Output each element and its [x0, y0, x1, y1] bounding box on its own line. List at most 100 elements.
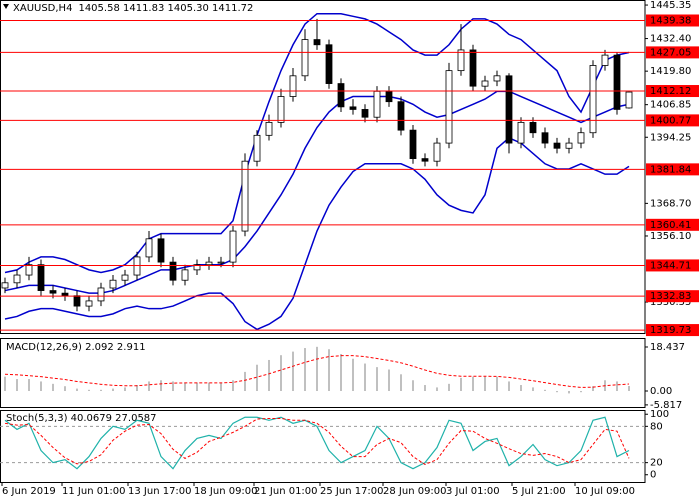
macd-bar [124, 387, 126, 392]
y-tick-label: 20 [650, 458, 663, 469]
macd-bar [412, 380, 414, 392]
level-label: 1427.05 [650, 47, 691, 58]
x-tick-label: 11 Jun 01:00 [62, 486, 126, 497]
macd-bar [436, 387, 438, 392]
k-line [4, 416, 630, 470]
level-label-box [646, 290, 699, 303]
macd-bar [616, 381, 618, 392]
macd-bar [256, 364, 258, 392]
candle-body [121, 274, 129, 281]
level-label: 1439.38 [650, 15, 691, 26]
y-tick-label: 0.00 [650, 386, 672, 397]
macd-bar [172, 381, 174, 392]
y-tick-label: 1419.80 [650, 66, 691, 77]
macd-bar [220, 382, 222, 392]
y-tick-label: 1432.40 [650, 34, 691, 45]
y-tick-label: 18.437 [650, 342, 685, 353]
candle-body [625, 91, 633, 109]
ohlc: 1405.58 1411.83 1405.30 1411.72 [78, 3, 253, 14]
macd-bar [484, 376, 486, 392]
candle-body [145, 238, 153, 258]
chart-title: XAUUSD,H4 1405.58 1411.83 1405.30 1411.72 [13, 3, 253, 14]
candle-body [505, 75, 513, 144]
candle-body [493, 75, 501, 82]
y-tick-label: 80 [650, 421, 663, 432]
x-tick-label: 25 Jun 17:00 [320, 486, 384, 497]
macd-bar [292, 351, 294, 392]
macd-bar [496, 376, 498, 392]
macd-bar [148, 381, 150, 392]
macd-bar [316, 346, 318, 392]
macd-bar [208, 382, 210, 392]
macd-bar [280, 355, 282, 392]
candle-body [169, 261, 177, 281]
x-tick-label: 13 Jun 17:00 [128, 486, 192, 497]
candle-body [73, 295, 81, 307]
panel-frame [0, 338, 646, 408]
candle-body [217, 261, 225, 264]
candle-body [373, 90, 381, 118]
panel-frame [0, 0, 646, 334]
candle-body [49, 290, 57, 294]
level-label-box [646, 85, 699, 98]
candle-body [61, 292, 69, 297]
candle-body [553, 142, 561, 149]
macd-bar [520, 385, 522, 392]
macd-bar [544, 389, 546, 392]
band-middle [4, 90, 630, 294]
y-tick-label: 1406.85 [650, 100, 691, 111]
macd-bar [556, 391, 558, 393]
candle-body [133, 256, 141, 276]
x-tick-label: 10 Jul 09:00 [575, 486, 635, 497]
macd-bar [4, 376, 6, 392]
candle-body [157, 238, 165, 263]
macd-bar [340, 353, 342, 392]
candle-body [541, 132, 549, 144]
y-tick-label: 100 [650, 409, 669, 420]
macd-bar [580, 391, 582, 393]
x-tick-label: 28 Jun 09:00 [383, 486, 447, 497]
candle-body [205, 261, 213, 266]
candle-body [445, 70, 453, 144]
macd-bar [628, 386, 630, 392]
macd-bar [88, 389, 90, 392]
y-tick-label: -5.817 [650, 400, 682, 411]
candle-body [409, 129, 417, 160]
candle-body [349, 106, 357, 110]
symbol-icon [3, 4, 9, 9]
candle-body [37, 264, 45, 291]
symbol: XAUUSD,H4 [13, 3, 72, 14]
macd-bar [424, 385, 426, 392]
candle-body [229, 230, 237, 263]
macd-bar [160, 380, 162, 392]
level-label-box [646, 324, 699, 337]
macd-bar [304, 348, 306, 392]
macd-bar [52, 383, 54, 392]
macd-bar [568, 391, 570, 394]
level-label-box [646, 218, 699, 231]
candle-body [385, 90, 393, 103]
macd-bar [472, 376, 474, 392]
d-line [4, 417, 630, 466]
candle-body [397, 101, 405, 131]
candle-body [25, 264, 33, 276]
y-tick-label: 1368.70 [650, 198, 691, 209]
macd-bar [112, 388, 114, 392]
macd-bar [16, 379, 18, 392]
level-label: 1344.71 [650, 260, 691, 271]
candle-body [433, 142, 441, 162]
x-tick-label: 5 Jul 21:00 [512, 486, 566, 497]
macd-bar [400, 374, 402, 392]
level-label: 1400.77 [650, 115, 691, 126]
macd-bar [244, 371, 246, 392]
macd-bar [28, 379, 30, 392]
candle-body [265, 121, 273, 136]
macd-bar [100, 389, 102, 392]
level-label: 1412.12 [650, 86, 691, 97]
candle-body [289, 75, 297, 97]
macd-bar [232, 380, 234, 392]
y-tick-label: 0 [650, 470, 656, 481]
level-label-box [646, 259, 699, 272]
